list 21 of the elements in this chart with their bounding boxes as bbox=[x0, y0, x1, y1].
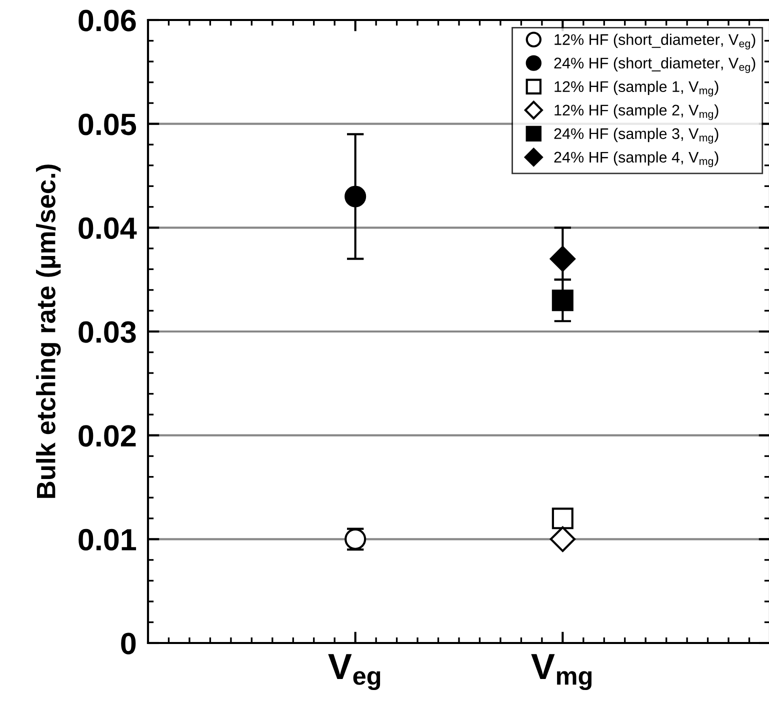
y-tick-label: 0 bbox=[121, 632, 136, 654]
legend-label: 12% HF (sample 2, V$_{mg}$) bbox=[554, 104, 718, 120]
y-tick-label: 0.05 bbox=[78, 114, 136, 136]
y-tick-label: 0.01 bbox=[78, 528, 136, 551]
legend-label: 24% HF (sample 3, V$_{mg}$) bbox=[554, 128, 718, 144]
x-tick-label: V$_{mg}$ bbox=[531, 654, 592, 690]
legend-label: 24% HF (short_diameter, V$_{eg}$) bbox=[554, 57, 756, 73]
y-tick-label: 0.06 bbox=[78, 10, 136, 32]
x-tick-label: V$_{eg}$ bbox=[328, 654, 380, 690]
point bbox=[550, 246, 576, 272]
point bbox=[550, 526, 576, 552]
y-tick-label: 0.04 bbox=[78, 217, 137, 240]
legend-label: 24% HF (sample 4, V$_{mg}$) bbox=[554, 151, 718, 168]
legend-label: 12% HF (short_diameter, V$_{eg}$) bbox=[554, 34, 756, 50]
point bbox=[552, 508, 574, 530]
point bbox=[344, 186, 366, 208]
legend-label: 12% HF (sample 1, V$_{mg}$) bbox=[554, 80, 718, 97]
y-axis-title: Bulk etching rate (µm/sec.) bbox=[36, 164, 61, 498]
y-tick-label: 0.02 bbox=[78, 425, 136, 447]
y-tick-label: 0.03 bbox=[78, 321, 136, 343]
point bbox=[552, 290, 574, 312]
